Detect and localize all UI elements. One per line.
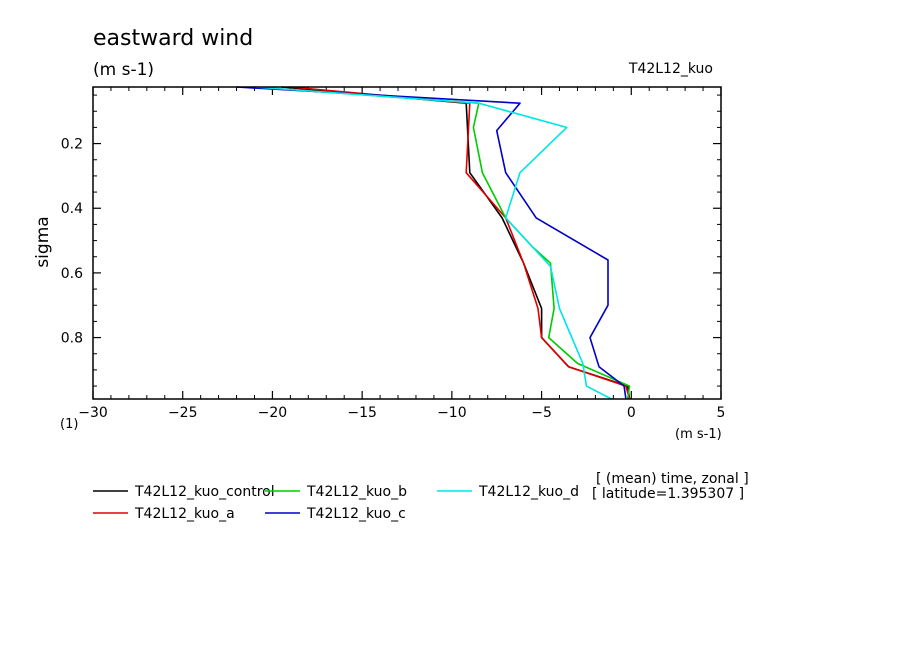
y-axis-unit: (1) bbox=[60, 417, 78, 432]
axis-ticks bbox=[92, 87, 722, 399]
legend-label-T42L12_kuo_d: T42L12_kuo_d bbox=[478, 484, 579, 500]
y-axis-label: sigma bbox=[33, 216, 53, 267]
series-line-T42L12_kuo_d bbox=[254, 86, 612, 400]
axis-tick-labels: −30 −25 −20 −15 −10 −5 0 5 0.2 0.4 0.6 0.8 bbox=[61, 137, 726, 421]
x-tick-label: −20 bbox=[258, 405, 288, 421]
x-axis-unit: (m s-1) bbox=[675, 427, 722, 442]
plot-frame bbox=[92, 86, 722, 400]
legend-label-T42L12_kuo_a: T42L12_kuo_a bbox=[134, 506, 235, 522]
legend-label-T42L12_kuo_control: T42L12_kuo_control bbox=[134, 484, 275, 500]
y-tick-label: 0.4 bbox=[61, 201, 83, 217]
x-tick-label: 0 bbox=[627, 405, 636, 421]
y-tick-label: 0.8 bbox=[61, 331, 83, 347]
series-lines bbox=[236, 86, 631, 400]
note-line-2: [ latitude=1.395307 ] bbox=[592, 486, 744, 502]
note-line-1: [ (mean) time, zonal ] bbox=[596, 471, 749, 487]
series-line-T42L12_kuo_c bbox=[236, 86, 627, 400]
legend: T42L12_kuo_control T42L12_kuo_b T42L12_kuo… bbox=[93, 484, 579, 522]
x-tick-label: −25 bbox=[168, 405, 198, 421]
series-line-T42L12_kuo_a bbox=[290, 86, 631, 400]
experiment-label: T42L12_kuo bbox=[628, 61, 713, 77]
y-tick-label: 0.2 bbox=[61, 137, 83, 153]
chart-subtitle: (m s-1) bbox=[93, 60, 154, 80]
series-line-T42L12_kuo_b bbox=[254, 86, 631, 400]
x-tick-label: −30 bbox=[78, 405, 108, 421]
x-tick-label: −15 bbox=[347, 405, 377, 421]
x-tick-label: −5 bbox=[531, 405, 552, 421]
chart-title: eastward wind bbox=[93, 26, 253, 51]
legend-label-T42L12_kuo_c: T42L12_kuo_c bbox=[306, 506, 406, 522]
legend-label-T42L12_kuo_b: T42L12_kuo_b bbox=[306, 484, 407, 500]
x-tick-label: 5 bbox=[717, 405, 726, 421]
x-tick-label: −10 bbox=[437, 405, 467, 421]
y-tick-label: 0.6 bbox=[61, 266, 83, 282]
